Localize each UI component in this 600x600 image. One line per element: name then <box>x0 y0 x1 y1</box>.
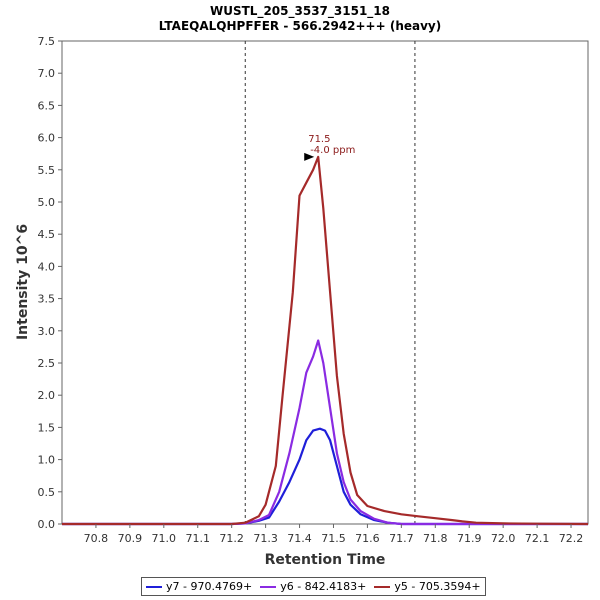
x-tick-label: 71.7 <box>389 532 414 545</box>
chart-subtitle: LTAEQALQHPFFER - 566.2942+++ (heavy) <box>159 19 441 33</box>
legend-item: y6 - 842.4183+ <box>260 580 366 593</box>
legend-item: y5 - 705.3594+ <box>374 580 481 593</box>
legend-swatch <box>374 585 391 588</box>
x-tick-label: 71.2 <box>219 532 244 545</box>
x-tick-label: 71.1 <box>185 532 210 545</box>
y-tick-label: 3.5 <box>38 293 56 306</box>
x-tick-label: 72.2 <box>559 532 584 545</box>
legend-swatch <box>146 585 162 588</box>
x-tick-label: 71.3 <box>253 532 278 545</box>
y-tick-label: 2.5 <box>38 357 56 370</box>
x-axis-label: Retention Time <box>265 552 386 568</box>
chart-title: WUSTL_205_3537_3151_18 <box>210 4 390 19</box>
peak-annotation-ppm: -4.0 ppm <box>310 145 355 156</box>
y-tick-label: 5.0 <box>38 196 56 209</box>
y-tick-label: 4.0 <box>38 260 56 273</box>
y-tick-label: 1.5 <box>38 421 56 434</box>
x-tick-label: 70.9 <box>118 532 143 545</box>
peak-annotation: 71.5 -4.0 ppm <box>304 134 355 161</box>
legend-label: y7 - 970.4769+ <box>166 580 253 593</box>
plot-area <box>61 40 589 525</box>
series-layer <box>62 155 589 526</box>
y-tick-label: 6.5 <box>38 99 56 112</box>
x-tick-label: 71.4 <box>287 532 312 545</box>
y-tick-label: 5.5 <box>38 164 56 177</box>
legend: y7 - 970.4769+ y6 - 842.4183+ y5 - 705.359… <box>141 577 486 596</box>
x-tick-label: 72.0 <box>491 532 516 545</box>
y-tick-label: 3.0 <box>38 325 56 338</box>
x-tick-label: 71.0 <box>152 532 177 545</box>
x-tick-label: 71.8 <box>423 532 448 545</box>
legend-label: y5 - 705.3594+ <box>394 580 481 593</box>
x-tick-label: 71.5 <box>321 532 346 545</box>
series-line <box>62 339 588 526</box>
legend-swatch <box>260 585 277 588</box>
y-axis-label: Intensity 10^6 <box>15 224 31 340</box>
x-tick-label: 70.8 <box>84 532 109 545</box>
y-tick-label: 0.0 <box>38 518 56 531</box>
peak-marker <box>304 152 315 161</box>
y-tick-label: 7.5 <box>38 35 56 48</box>
y-tick-label: 4.5 <box>38 228 56 241</box>
peak-annotation-rt: 71.5 <box>308 134 330 145</box>
x-tick-label: 71.6 <box>355 532 380 545</box>
y-tick-label: 0.5 <box>38 486 56 499</box>
legend-label: y6 - 842.4183+ <box>280 580 367 593</box>
y-tick-label: 6.0 <box>38 132 56 145</box>
y-axis: 0.0 0.5 1.0 1.5 2.0 2.5 3.0 3.5 4.0 4.5 5.0 5.5 6.0 6… <box>38 35 62 531</box>
integration-bounds <box>244 41 416 524</box>
y-tick-label: 2.0 <box>38 389 56 402</box>
x-tick-label: 71.9 <box>457 532 482 545</box>
y-tick-label: 7.0 <box>38 67 56 80</box>
y-tick-label: 1.0 <box>38 454 56 467</box>
series-line <box>62 427 588 526</box>
x-axis: 70.8 70.9 71.0 71.1 71.2 71.3 71.4 71.5 71.6 71.7… <box>84 524 584 545</box>
x-tick-label: 72.1 <box>525 532 550 545</box>
series-line <box>62 155 589 526</box>
legend-item: y7 - 970.4769+ <box>146 580 252 593</box>
